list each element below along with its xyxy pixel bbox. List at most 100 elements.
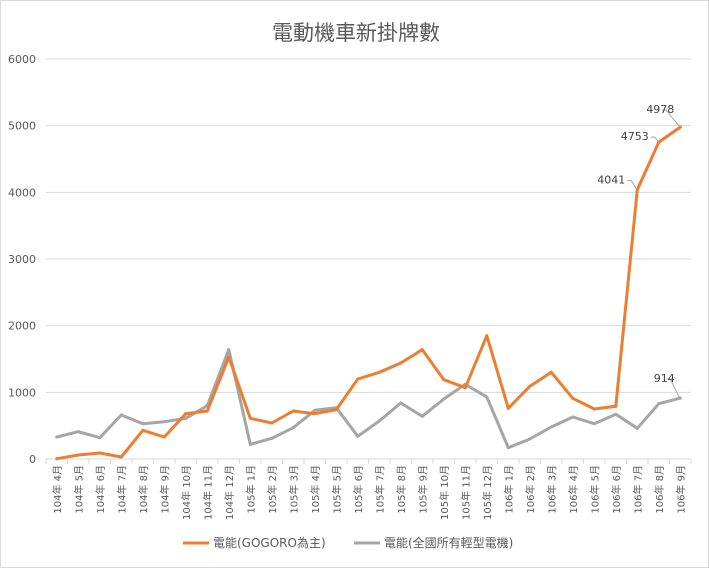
- x-tick-label: 105年 10月: [438, 465, 451, 520]
- data-point: [313, 408, 317, 412]
- data-label: 4978: [646, 103, 674, 116]
- data-point: [528, 437, 532, 441]
- data-label: 914: [654, 372, 675, 385]
- y-tick-label: 1000: [8, 386, 36, 399]
- data-point: [528, 384, 532, 388]
- data-point: [506, 406, 510, 410]
- data-label-leader: [627, 180, 637, 189]
- x-tick-label: 105年 2月: [266, 465, 279, 514]
- x-tick-label: 104年 11月: [201, 465, 214, 520]
- data-point: [377, 370, 381, 374]
- x-tick-label: 106年 3月: [545, 465, 558, 514]
- data-point: [571, 415, 575, 419]
- x-tick-label: 106年 9月: [674, 465, 687, 514]
- data-point: [98, 436, 102, 440]
- data-point: [420, 414, 424, 418]
- data-point: [399, 401, 403, 405]
- data-point: [184, 416, 188, 420]
- data-point: [334, 408, 338, 412]
- legend-label-all-electric: 電能(全國所有輕型電機): [384, 535, 513, 550]
- x-tick-label: 104年 12月: [223, 465, 236, 520]
- series-line-1: [55, 348, 682, 450]
- x-tick-label: 105年 9月: [416, 465, 429, 514]
- x-tick-label: 105年 1月: [244, 465, 257, 514]
- data-point: [356, 377, 360, 381]
- data-point: [162, 435, 166, 439]
- x-tick-label: 106年 5月: [588, 465, 601, 514]
- data-point: [678, 396, 682, 400]
- data-point: [98, 451, 102, 455]
- data-point: [76, 430, 80, 434]
- x-tick-label: 104年 6月: [94, 465, 107, 514]
- data-point: [614, 412, 618, 416]
- data-point: [592, 407, 596, 411]
- data-label-leader: [650, 136, 659, 142]
- x-tick-label: 105年 12月: [481, 465, 494, 520]
- data-point: [356, 434, 360, 438]
- data-point: [119, 455, 123, 459]
- y-tick-label: 5000: [8, 120, 36, 133]
- data-point: [227, 355, 231, 359]
- data-point: [205, 409, 209, 413]
- data-point: [270, 436, 274, 440]
- data-point: [313, 412, 317, 416]
- data-point: [635, 426, 639, 430]
- data-label: 4041: [597, 174, 625, 187]
- data-point: [248, 416, 252, 420]
- data-point: [463, 386, 467, 390]
- legend-label-gogoro: 電能(GOGORO為主): [213, 536, 326, 550]
- data-point: [657, 140, 661, 144]
- data-label-leader: [666, 378, 680, 398]
- data-point: [571, 396, 575, 400]
- x-tick-label: 105年 8月: [395, 465, 408, 514]
- data-point: [141, 428, 145, 432]
- data-labels: 4041 4753 4978 914: [597, 103, 680, 398]
- data-point: [549, 370, 553, 374]
- x-tick-label: 106年 2月: [524, 465, 537, 514]
- gridlines: [46, 58, 691, 460]
- x-axis-ticks: 104年 4月 104年 5月 104年 6月 104年 7月 104年 8月 104年 …: [45, 459, 692, 520]
- data-point: [291, 426, 295, 430]
- x-tick-label: 106年 1月: [502, 465, 515, 514]
- data-point: [119, 413, 123, 417]
- data-point: [485, 334, 489, 338]
- y-tick-label: 6000: [8, 53, 36, 66]
- y-tick-label: 2000: [8, 320, 36, 333]
- data-label-leader: [662, 109, 680, 127]
- y-axis-ticks: 0 1000 2000 3000 4000 5000 6000: [8, 53, 36, 466]
- data-point: [55, 457, 59, 461]
- x-tick-label: 105年 3月: [287, 465, 300, 514]
- x-tick-label: 106年 7月: [631, 465, 644, 514]
- x-tick-label: 105年 6月: [352, 465, 365, 514]
- data-point: [399, 361, 403, 365]
- x-tick-label: 104年 7月: [115, 465, 128, 514]
- series-lines: [55, 125, 682, 461]
- data-point: [485, 395, 489, 399]
- data-point: [614, 404, 618, 408]
- data-point: [657, 402, 661, 406]
- x-tick-label: 105年 5月: [330, 465, 343, 514]
- series-line-0: [55, 125, 682, 461]
- x-tick-label: 104年 9月: [158, 465, 171, 514]
- x-tick-label: 104年 4月: [51, 465, 64, 514]
- data-point: [227, 348, 231, 352]
- data-point: [291, 409, 295, 413]
- data-point: [270, 421, 274, 425]
- data-label: 4753: [621, 130, 649, 143]
- data-point: [549, 425, 553, 429]
- data-point: [678, 125, 682, 129]
- chart-title: 電動機車新掛牌數: [272, 21, 440, 45]
- data-point: [141, 422, 145, 426]
- data-point: [506, 446, 510, 450]
- x-tick-label: 105年 7月: [373, 465, 386, 514]
- legend: 電能(GOGORO為主) 電能(全國所有輕型電機): [183, 535, 513, 550]
- x-tick-label: 106年 8月: [653, 465, 666, 514]
- data-point: [635, 188, 639, 192]
- x-tick-label: 106年 6月: [610, 465, 623, 514]
- x-tick-label: 105年 4月: [309, 465, 322, 514]
- data-point: [442, 378, 446, 382]
- data-point: [55, 435, 59, 439]
- y-tick-label: 4000: [8, 186, 36, 199]
